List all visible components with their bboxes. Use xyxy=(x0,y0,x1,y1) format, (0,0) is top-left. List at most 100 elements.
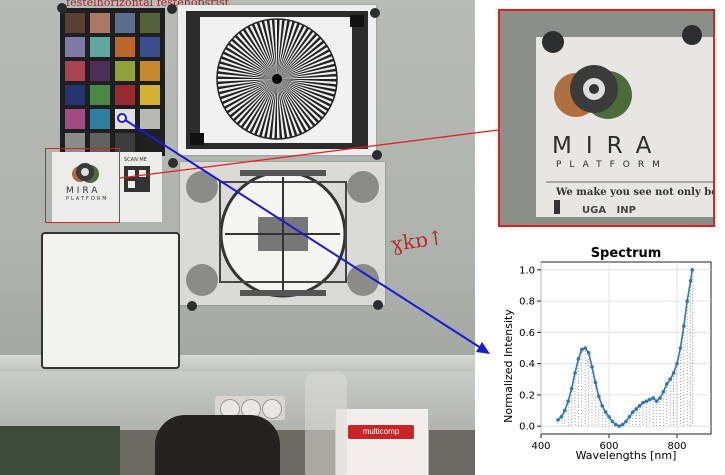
color-checker-chart xyxy=(60,8,165,156)
y-tick-label: 0.8 xyxy=(519,297,535,308)
magnet xyxy=(372,150,382,160)
star-wedge xyxy=(221,79,277,105)
spectrum-point xyxy=(682,324,686,328)
mira-selection-box[interactable] xyxy=(45,148,120,223)
color-patch xyxy=(65,85,85,105)
star-wedge xyxy=(236,79,277,125)
color-patch xyxy=(65,61,85,81)
color-patch xyxy=(90,85,110,105)
color-patch xyxy=(115,61,135,81)
siemens-star-graphic xyxy=(186,11,368,149)
spectrum-point xyxy=(634,407,638,411)
star-wedge xyxy=(277,40,325,79)
star-wedge xyxy=(217,76,277,79)
star-wedge xyxy=(217,66,277,79)
green-crate xyxy=(0,426,120,475)
star-wedge xyxy=(277,33,318,79)
star-wedge xyxy=(277,73,337,79)
spectrum-point xyxy=(644,399,649,403)
star-wedge xyxy=(217,79,277,90)
magnet xyxy=(187,301,197,311)
star-wedge xyxy=(225,46,277,79)
inset-platform-text: PLATFORM xyxy=(556,160,668,170)
star-wedge xyxy=(277,68,337,79)
magnet xyxy=(373,300,383,310)
star-wedge xyxy=(277,79,335,98)
color-patch xyxy=(140,13,160,33)
star-wedge xyxy=(277,19,280,79)
star-wedge xyxy=(240,79,277,129)
star-wedge xyxy=(222,51,277,79)
scan-me-label: SCAN ME xyxy=(124,157,147,163)
spectrum-point xyxy=(675,361,679,366)
star-wedge xyxy=(217,79,277,85)
chart-title: Spectrum xyxy=(591,246,662,261)
spectrum-point xyxy=(671,371,676,375)
star-wedge xyxy=(277,22,300,79)
siemens-star-chart xyxy=(178,5,376,155)
star-wedge xyxy=(238,31,277,79)
x-axis-label: Wavelengths [nm] xyxy=(576,449,677,462)
inset-logo-graphic xyxy=(546,65,713,214)
star-wedge xyxy=(261,20,277,79)
handwritten-top-labels: festelhorizontal festehopsrist xyxy=(66,0,230,9)
star-wedge xyxy=(223,79,277,109)
star-wedge xyxy=(266,19,277,79)
spectrum-point xyxy=(688,278,693,283)
star-wedge xyxy=(277,79,337,82)
star-wedge xyxy=(277,79,329,112)
star-wedge xyxy=(219,60,277,79)
star-wedge xyxy=(227,42,277,79)
star-wedge xyxy=(277,36,322,79)
star-wedge xyxy=(277,79,320,124)
star-wedge xyxy=(277,79,332,107)
star-wedge xyxy=(247,25,277,79)
color-patch xyxy=(115,13,135,33)
spectrum-point xyxy=(590,364,594,369)
resolution-chart-graphic xyxy=(180,162,385,305)
magnet xyxy=(167,4,177,14)
star-wedge xyxy=(218,79,277,95)
star-wedge xyxy=(226,79,277,114)
spectrum-chart: Spectrum Wavelengths [nm] Normalized Int… xyxy=(502,246,712,462)
spectrum-point xyxy=(569,386,574,391)
spectrum-point xyxy=(648,397,652,402)
star-wedge xyxy=(234,34,277,79)
resolution-test-chart xyxy=(180,162,385,305)
star-wedge xyxy=(251,23,277,79)
mira-logo-text: MIRA xyxy=(66,186,101,196)
spectrum-point xyxy=(607,415,611,419)
y-tick-label: 0.0 xyxy=(519,422,535,433)
star-wedge xyxy=(231,38,277,79)
inset-magnet xyxy=(682,25,702,45)
color-patch xyxy=(65,13,85,33)
color-patch xyxy=(90,109,110,129)
y-axis-label: Normalized Intensity xyxy=(502,309,515,423)
star-wedge xyxy=(277,29,314,79)
spectrum-point xyxy=(580,347,584,352)
star-wedge xyxy=(277,79,312,130)
star-wedge xyxy=(277,58,335,79)
star-wedge xyxy=(277,49,331,79)
star-wedge xyxy=(277,79,337,92)
mira-platform-text: PLATFORM xyxy=(66,196,109,202)
spectrum-point xyxy=(624,419,628,424)
star-wedge xyxy=(277,79,327,116)
spectrum-point xyxy=(617,424,621,428)
magnet xyxy=(168,158,178,168)
star-wedge xyxy=(277,63,336,79)
color-patch xyxy=(140,37,160,57)
plot-area xyxy=(540,261,712,435)
box-brand-label: multicomp xyxy=(348,425,414,439)
star-wedge xyxy=(277,79,323,120)
color-patch xyxy=(65,109,85,129)
color-patch xyxy=(140,85,160,105)
color-patch xyxy=(90,13,110,33)
spectrum-point xyxy=(583,346,587,350)
x-tick-label: 800 xyxy=(667,441,686,452)
magnet xyxy=(370,8,380,18)
inset-mira-card: MIRA PLATFORM We make you see not only b… xyxy=(536,37,713,217)
magnet xyxy=(57,3,67,13)
color-patch xyxy=(140,61,160,81)
color-patch xyxy=(115,37,135,57)
